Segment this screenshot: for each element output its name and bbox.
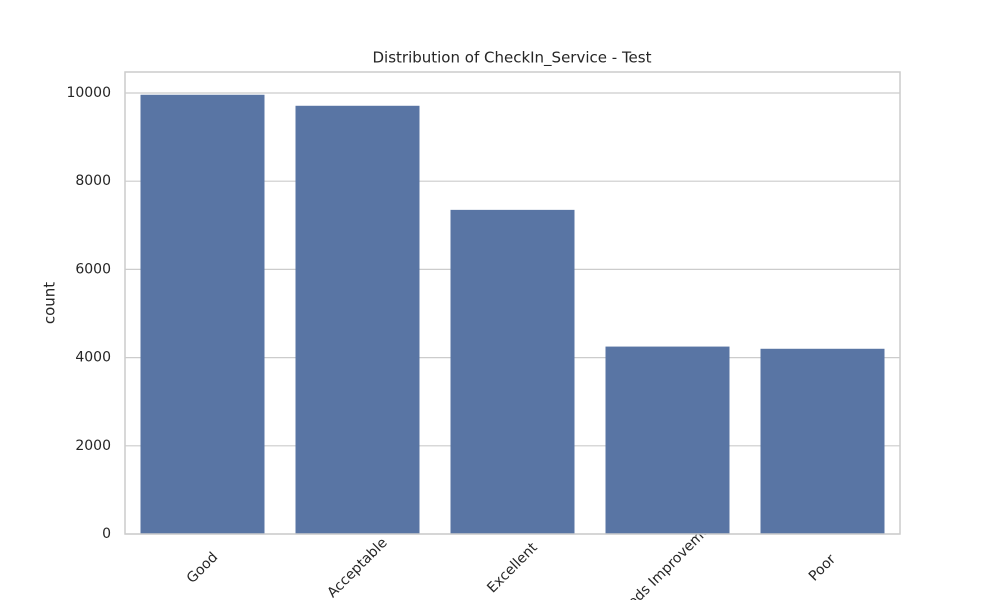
bar bbox=[140, 94, 265, 534]
y-tick-label: 10000 bbox=[66, 85, 111, 101]
y-tick-label: 8000 bbox=[75, 173, 111, 189]
y-tick-label: 2000 bbox=[75, 438, 111, 454]
y-tick-label: 6000 bbox=[75, 261, 111, 277]
y-axis-label: count bbox=[41, 282, 59, 324]
x-tick-label: Excellent bbox=[484, 539, 541, 596]
x-tick-label: Good bbox=[184, 549, 221, 586]
y-tick-label: 0 bbox=[102, 526, 111, 542]
x-tick-label: Poor bbox=[806, 551, 839, 584]
bar bbox=[295, 105, 420, 534]
bar bbox=[760, 348, 885, 534]
chart-title: Distribution of CheckIn_Service - Test bbox=[372, 49, 651, 68]
plot-frame bbox=[124, 71, 901, 535]
bar bbox=[450, 209, 575, 534]
x-tick-label: Acceptable bbox=[324, 535, 390, 600]
bar bbox=[605, 346, 730, 534]
y-tick-label: 4000 bbox=[75, 350, 111, 366]
